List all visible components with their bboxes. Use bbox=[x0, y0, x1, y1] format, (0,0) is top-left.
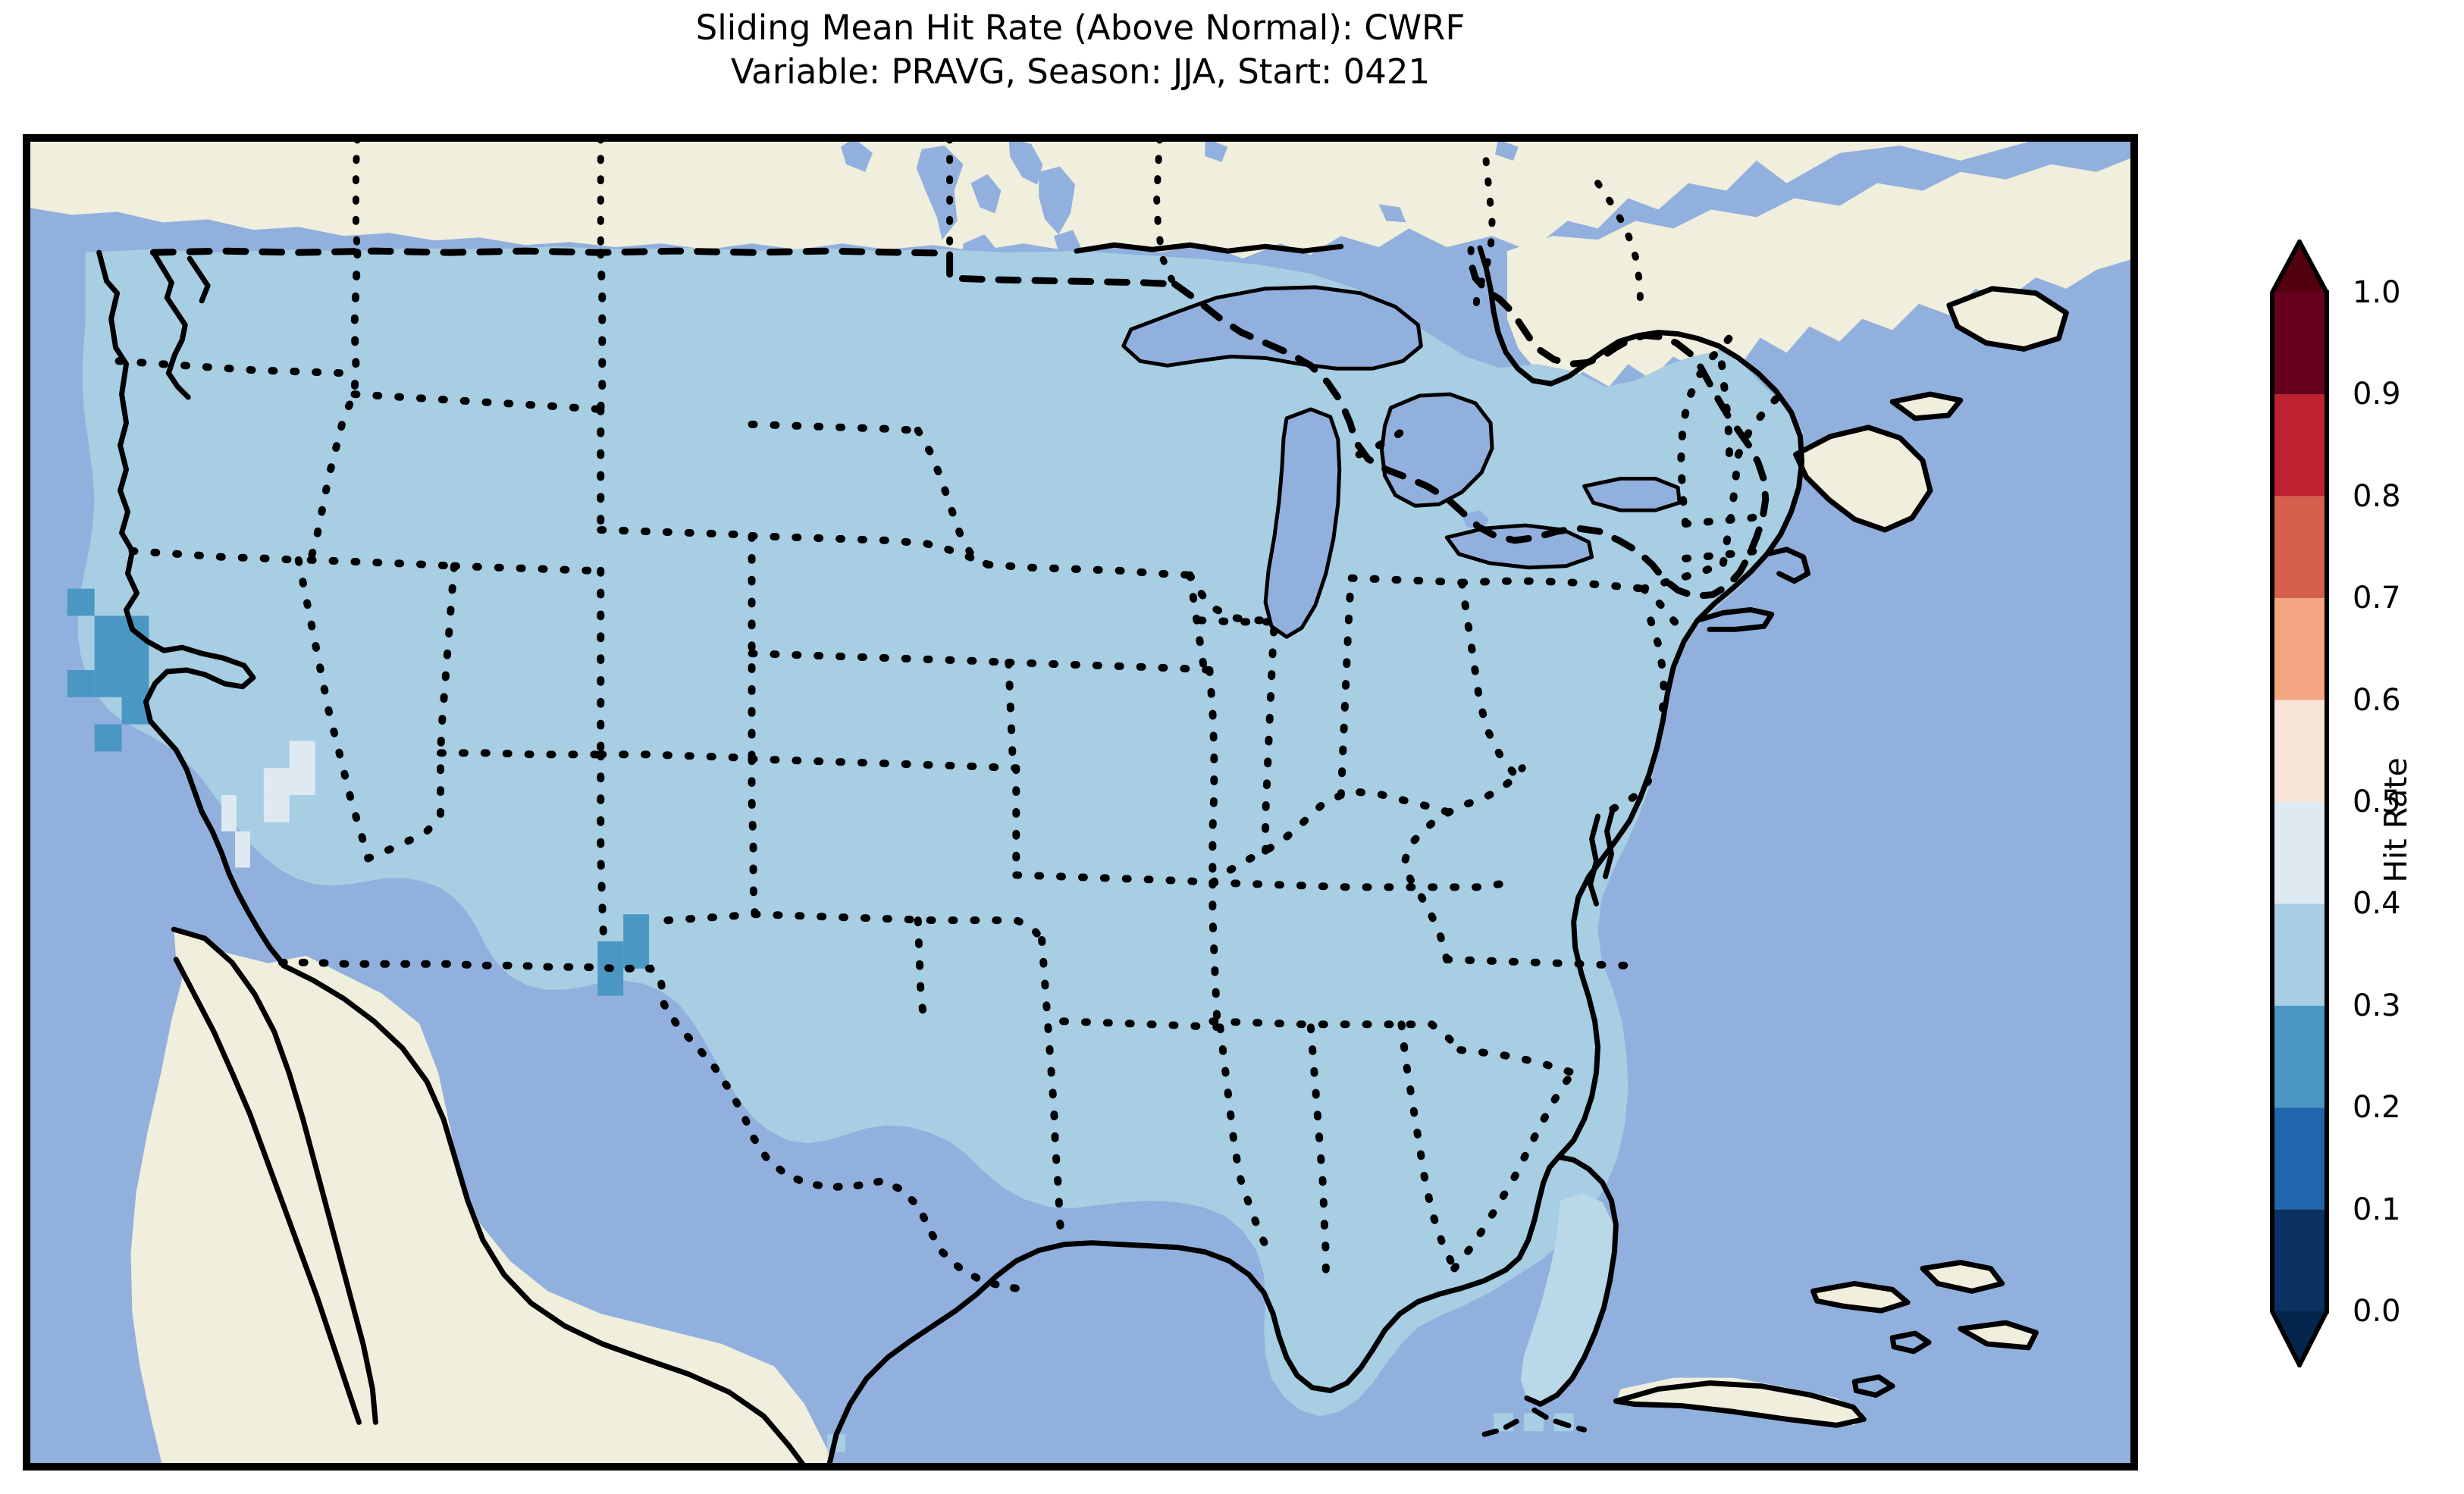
colorbar-band-0.6-0.7 bbox=[2271, 598, 2328, 700]
lake-st-clair bbox=[1462, 510, 1490, 531]
colorbar-axis-label: Hit Rate bbox=[2378, 757, 2414, 883]
colorbar-tick-0.8: 0.8 bbox=[2353, 479, 2401, 514]
colorbar-band-0.5-0.6 bbox=[2271, 700, 2328, 802]
cuba bbox=[1616, 1377, 1863, 1426]
colorbar[interactable] bbox=[2270, 240, 2329, 1367]
title-line-1: Sliding Mean Hit Rate (Above Normal): CW… bbox=[695, 8, 1466, 48]
colorbar-over-arrow bbox=[2271, 241, 2328, 293]
title-line-2: Variable: PRAVG, Season: JJA, Start: 042… bbox=[730, 51, 1431, 92]
colorbar-band-0.1-0.2 bbox=[2271, 1107, 2328, 1210]
cells-band-040-050-ca bbox=[221, 795, 250, 868]
cells-band-040-050 bbox=[263, 741, 315, 822]
lake-superior bbox=[1123, 287, 1422, 369]
lake-huron bbox=[1381, 394, 1493, 506]
colorbar-tick-0.7: 0.7 bbox=[2353, 581, 2401, 615]
colorbar-tick-0.3: 0.3 bbox=[2353, 988, 2401, 1023]
nova-scotia bbox=[1794, 428, 1930, 531]
colorbar-tick-0.0: 0.0 bbox=[2353, 1294, 2401, 1329]
colorbar-tick-0.5: 0.5 bbox=[2353, 785, 2401, 819]
state-borders bbox=[114, 249, 1791, 1277]
colorbar-band-0.4-0.5 bbox=[2271, 802, 2328, 904]
newfoundland bbox=[1948, 288, 2067, 349]
colorbar-band-0.3-0.4 bbox=[2271, 904, 2328, 1006]
colorbar-band-0.9-1.0 bbox=[2271, 293, 2328, 395]
colorbar-under-arrow bbox=[2271, 1311, 2328, 1366]
colorbar-band-0.2-0.3 bbox=[2271, 1005, 2328, 1108]
canada-province-borders bbox=[352, 138, 1644, 323]
map-canvas bbox=[27, 138, 2134, 1467]
colorbar-tick-0.4: 0.4 bbox=[2353, 886, 2401, 921]
colorbar-band-0.7-0.8 bbox=[2271, 496, 2328, 599]
colorbar-tick-0.1: 0.1 bbox=[2353, 1192, 2401, 1227]
cells-band-020-030 bbox=[67, 588, 149, 752]
colorbar-outline bbox=[2270, 240, 2329, 1367]
mexico-landmass bbox=[130, 951, 835, 1467]
colorbar-band-0.0-0.1 bbox=[2271, 1209, 2328, 1311]
colorbar-tick-0.6: 0.6 bbox=[2353, 683, 2401, 718]
canada-landmass bbox=[27, 138, 2134, 259]
colorbar-tick-0.9: 0.9 bbox=[2353, 377, 2401, 412]
figure-title: Sliding Mean Hit Rate (Above Normal): CW… bbox=[0, 6, 2161, 93]
colorbar-band-0.8-0.9 bbox=[2271, 394, 2328, 496]
colorbar-svg bbox=[2270, 240, 2329, 1367]
lake-ontario bbox=[1584, 478, 1680, 511]
mexico-border bbox=[277, 958, 1030, 1294]
lake-erie bbox=[1447, 525, 1592, 568]
colorbar-tick-1.0: 1.0 bbox=[2353, 275, 2401, 310]
coastlines bbox=[96, 242, 2069, 1467]
conus-data-base bbox=[77, 246, 1804, 1417]
colorbar-tick-0.2: 0.2 bbox=[2353, 1090, 2401, 1125]
florida-data bbox=[1520, 1193, 1616, 1405]
map-axes[interactable] bbox=[23, 134, 2138, 1471]
map-frame bbox=[27, 138, 2134, 1467]
